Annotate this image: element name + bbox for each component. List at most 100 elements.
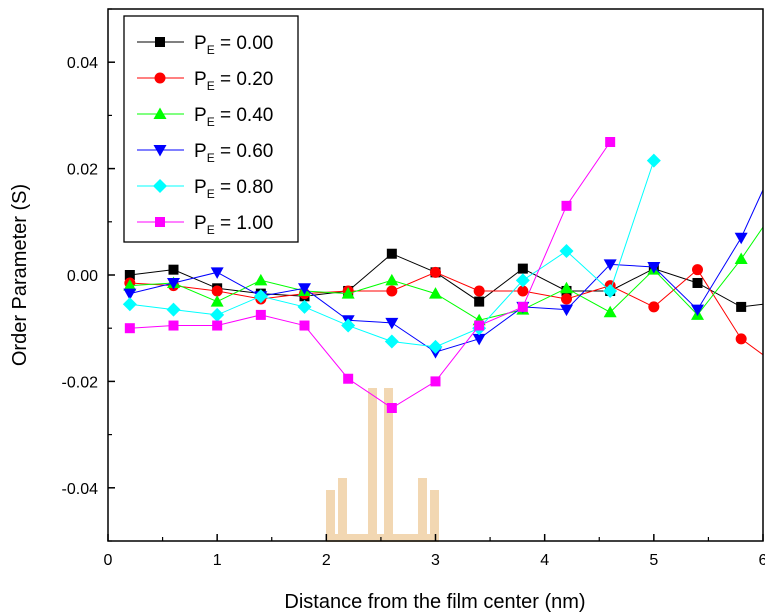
data-point — [428, 339, 443, 354]
data-point — [211, 285, 223, 297]
data-point — [515, 273, 530, 288]
series-5 — [124, 137, 616, 413]
data-point — [691, 304, 704, 317]
legend-marker — [153, 179, 167, 193]
series-line — [129, 253, 763, 308]
data-point — [735, 333, 747, 345]
data-point — [168, 320, 179, 331]
data-point — [210, 295, 224, 307]
series-layer — [122, 137, 763, 413]
y-tick-label: -0.02 — [62, 374, 99, 391]
data-point — [341, 287, 355, 299]
x-tick-label: 6 — [759, 552, 765, 569]
data-point — [429, 287, 442, 299]
data-point — [560, 304, 573, 317]
data-point — [734, 232, 748, 245]
x-tick-label: 5 — [649, 552, 658, 569]
data-point — [210, 307, 225, 322]
legend-label-subscript: E — [207, 223, 215, 237]
data-point — [517, 301, 528, 312]
legend-label-main: P — [194, 69, 207, 90]
data-point — [517, 263, 528, 274]
x-tick-label: 3 — [431, 552, 440, 569]
data-point — [734, 252, 748, 265]
legend-item: PE = 0.60 — [137, 141, 273, 165]
data-point — [123, 279, 137, 291]
data-point — [385, 317, 399, 330]
data-point — [212, 320, 223, 331]
legend-box — [123, 15, 299, 243]
y-tick-label: 0.00 — [67, 268, 98, 285]
data-point — [473, 285, 485, 297]
series-line — [129, 226, 763, 321]
data-point — [166, 302, 181, 317]
data-point — [605, 137, 616, 147]
data-point — [561, 200, 572, 211]
data-point — [603, 283, 618, 298]
legend-label-value: = 0.40 — [215, 105, 274, 126]
data-point — [474, 296, 485, 307]
legend-label-value: = 0.00 — [215, 33, 274, 54]
series-3 — [123, 188, 763, 359]
data-point — [648, 301, 660, 313]
x-tick-label: 1 — [213, 552, 222, 569]
data-point — [341, 318, 356, 333]
data-point — [559, 244, 574, 259]
data-point — [561, 293, 572, 305]
data-point — [692, 264, 703, 276]
data-point — [384, 334, 399, 349]
data-point — [646, 153, 661, 168]
data-point — [254, 273, 268, 286]
legend-label-value: = 1.00 — [215, 213, 274, 234]
data-point — [298, 283, 311, 295]
legend-label-main: P — [194, 177, 207, 198]
y-tick-label: 0.02 — [67, 162, 98, 179]
data-point — [560, 281, 573, 294]
legend-label-main: P — [194, 141, 207, 162]
legend-label-value: = 0.80 — [215, 177, 274, 198]
data-point — [386, 403, 397, 413]
legend-label-main: P — [194, 213, 207, 234]
legend-marker — [153, 145, 167, 157]
axis-ticks: 0 1 2 3 4 5 6 -0.04 -0.02 0.00 0.02 0.04 — [62, 8, 765, 569]
data-point — [210, 267, 224, 279]
legend-item: PE = 0.20 — [137, 69, 273, 93]
legend-label-value: = 0.60 — [215, 141, 274, 162]
data-point — [167, 277, 180, 290]
legend-label: PE = 0.80 — [194, 177, 273, 201]
data-point — [122, 297, 137, 312]
y-axis-title: Order Parameter (S) — [9, 184, 31, 366]
data-point — [299, 320, 310, 331]
legend-label-subscript: E — [207, 151, 215, 165]
legend-item: PE = 0.00 — [137, 33, 273, 57]
legend-label: PE = 0.60 — [194, 141, 273, 165]
legend-label-subscript: E — [207, 187, 215, 201]
data-point — [253, 289, 268, 304]
data-point — [124, 323, 135, 334]
legend-label-value: = 0.20 — [215, 69, 274, 90]
legend-item: PE = 1.00 — [137, 213, 273, 237]
series-4 — [122, 153, 661, 354]
watermark-emblem — [326, 388, 439, 542]
data-point — [343, 373, 354, 384]
data-point — [297, 299, 312, 314]
x-tick-label: 4 — [540, 552, 549, 569]
legend-marker — [154, 72, 166, 84]
legend-marker — [155, 217, 165, 227]
legend-label-subscript: E — [207, 115, 215, 129]
data-point — [123, 288, 137, 301]
data-point — [124, 270, 135, 280]
series-line — [129, 268, 763, 356]
legend-item: PE = 0.80 — [137, 177, 273, 201]
data-point — [517, 285, 529, 297]
data-point — [255, 309, 266, 320]
y-tick-label: -0.04 — [62, 481, 99, 498]
series-line — [129, 188, 763, 353]
data-point — [736, 301, 747, 312]
legend-label-main: P — [194, 33, 207, 54]
series-1 — [124, 264, 763, 356]
series-line — [129, 141, 611, 409]
data-point — [474, 320, 485, 331]
